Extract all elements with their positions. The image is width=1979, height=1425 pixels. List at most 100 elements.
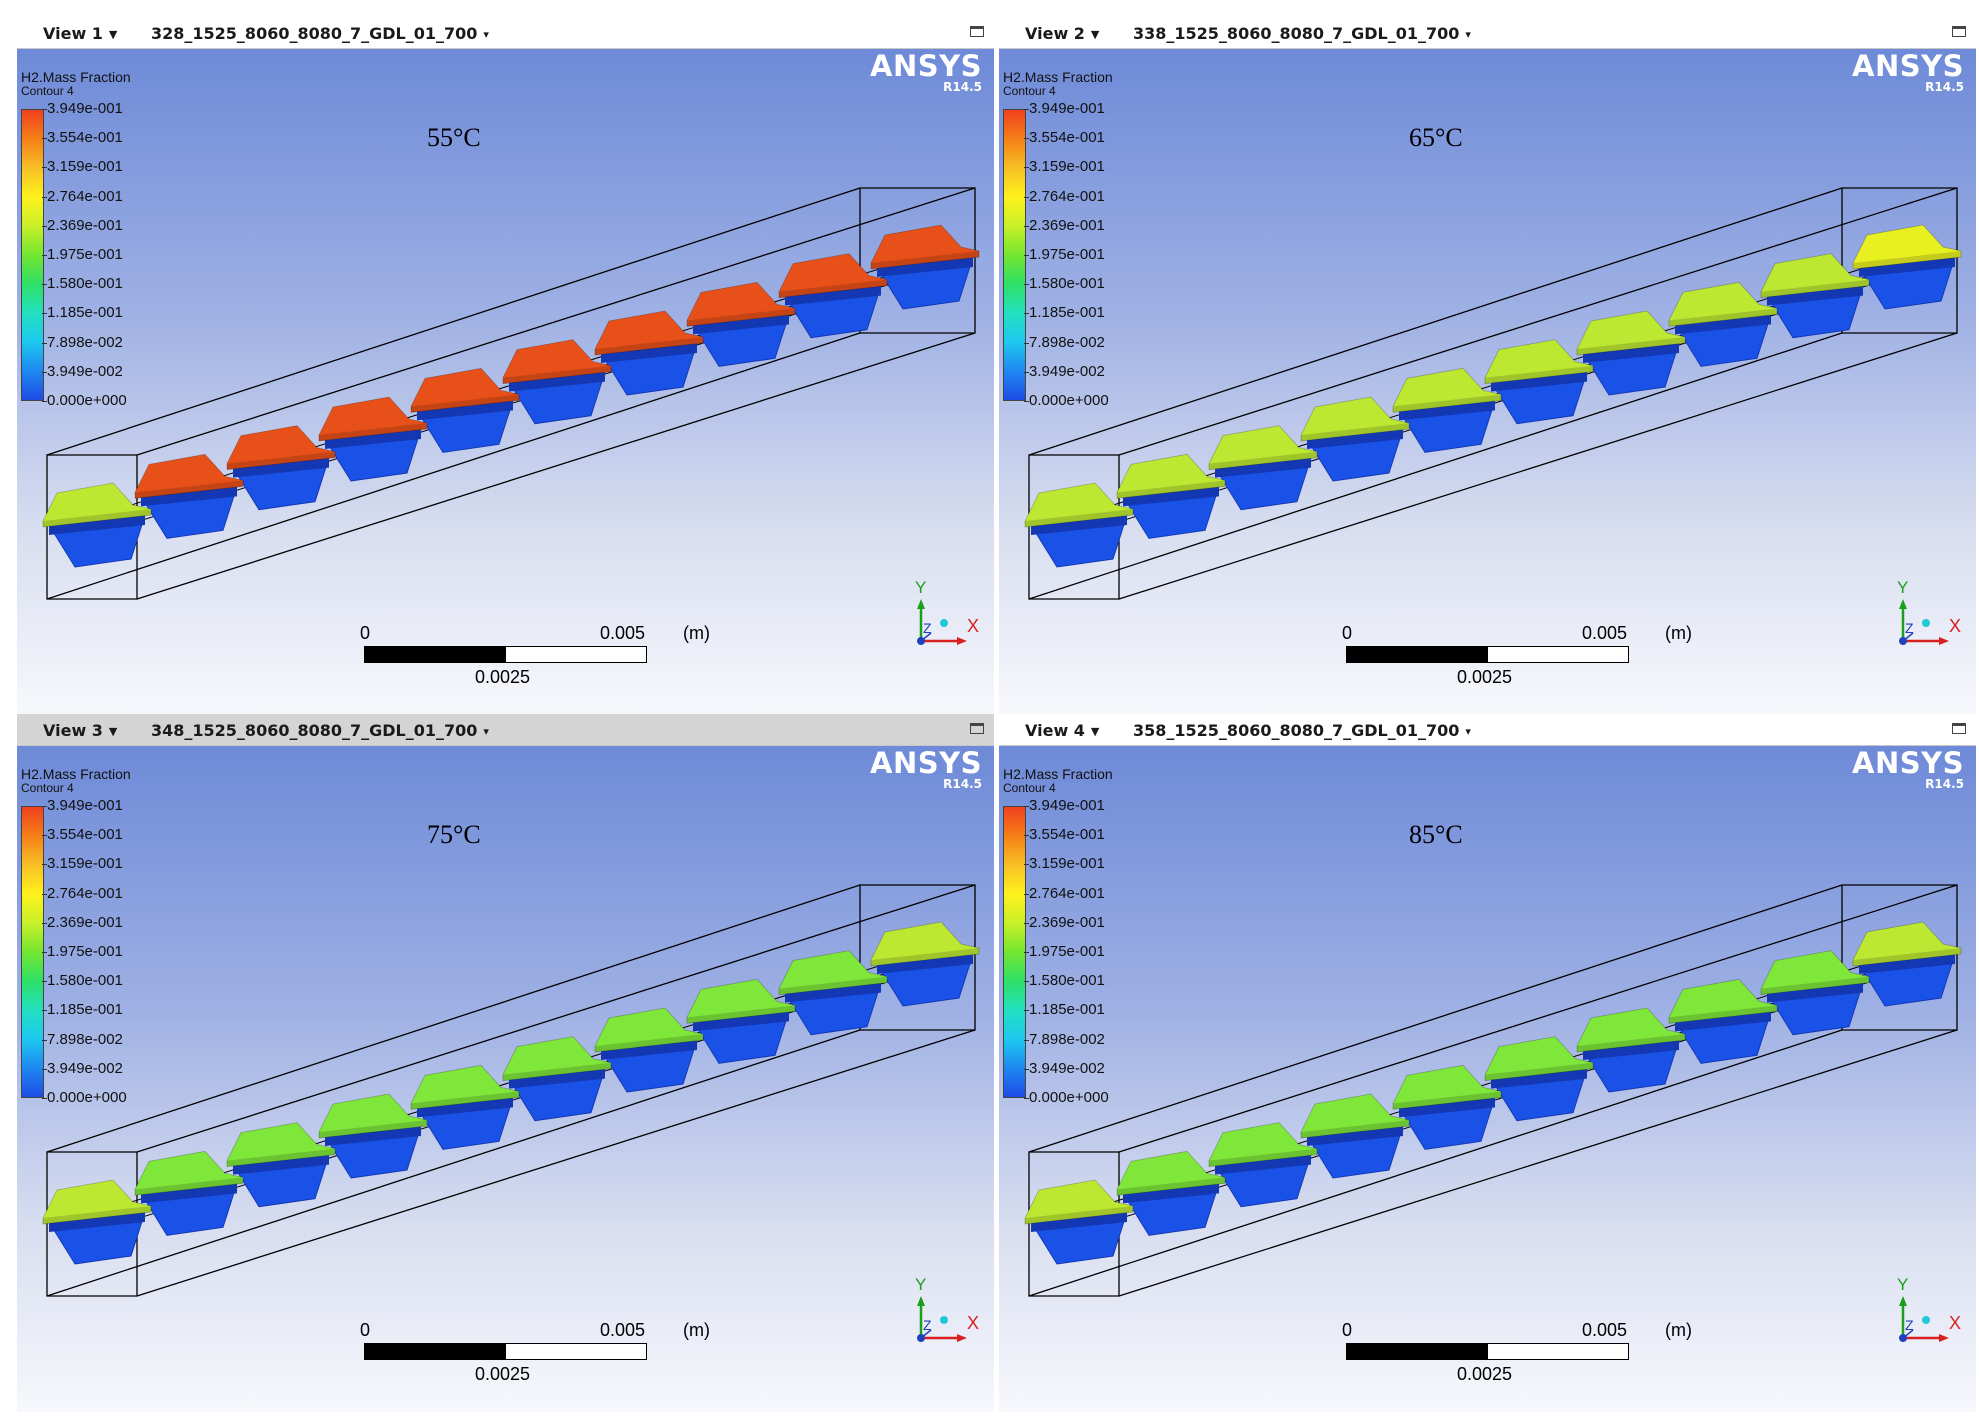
scale-bar: [364, 1343, 647, 1360]
channel-model: [42, 187, 980, 600]
temperature-label: 75°C: [427, 820, 481, 849]
axis-x-label: X: [967, 616, 979, 636]
graphics-viewport[interactable]: ANSYS R14.5 H2.Mass Fraction Contour 4 3…: [999, 746, 1976, 1412]
ridge-segment: [686, 978, 796, 1064]
view-selector[interactable]: View 1 ▼: [43, 24, 117, 43]
view-label: View 4: [1025, 721, 1085, 740]
maximize-icon[interactable]: [1952, 723, 1966, 734]
ridge-segment: [1392, 367, 1502, 453]
axis-y-label: Y: [1897, 579, 1908, 597]
ridge-segment: [1760, 950, 1870, 1036]
scale-max-label: 0.005: [600, 623, 646, 643]
channel-rail: [1068, 256, 1900, 520]
temperature-label: 85°C: [1409, 820, 1463, 849]
view-selector[interactable]: View 2 ▼: [1025, 24, 1099, 43]
legend-tick-label: 1.975e-001: [1024, 943, 1105, 960]
scale-mid-label: 0.0025: [475, 1364, 531, 1384]
legend-tick-label: 1.975e-001: [42, 246, 123, 263]
legend-tick-label: 3.159e-001: [1024, 855, 1105, 873]
viewport-panel-3[interactable]: View 3 ▼ 348_1525_8060_8080_7_GDL_01_700 ▾…: [17, 714, 994, 1412]
graphics-viewport[interactable]: ANSYS R14.5 H2.Mass Fraction Contour 4 3…: [17, 49, 994, 715]
box-edge: [46, 1029, 861, 1297]
maximize-icon[interactable]: [1952, 26, 1966, 37]
scale-bar-fill: [1347, 1344, 1488, 1359]
legend-tick-label: 2.369e-001: [1024, 216, 1105, 234]
ridge-segment: [42, 1179, 152, 1265]
axis-triad: Y Z X: [915, 1276, 979, 1342]
scale-mid-label: 0.0025: [475, 667, 531, 687]
case-selector[interactable]: 328_1525_8060_8080_7_GDL_01_700 ▾: [151, 24, 489, 43]
temperature-label: 65°C: [1409, 123, 1463, 152]
case-label: 358_1525_8060_8080_7_GDL_01_700: [1133, 721, 1460, 740]
ridge-segment: [318, 396, 428, 482]
box-edge: [136, 884, 976, 1153]
view-selector[interactable]: View 3 ▼: [43, 721, 117, 740]
ansys-brand: ANSYS: [870, 49, 982, 83]
case-selector[interactable]: 338_1525_8060_8080_7_GDL_01_700 ▾: [1133, 24, 1471, 43]
ridge-segment: [870, 224, 980, 310]
axis-y-label: Y: [915, 1276, 926, 1294]
legend-tick-label: 3.949e-002: [1024, 1059, 1105, 1077]
legend-tick-label: 0.000e+000: [1024, 392, 1109, 409]
channel-model: [1024, 884, 1962, 1297]
legend-tick-label: 1.975e-001: [42, 943, 123, 960]
ridge-segment: [226, 425, 336, 511]
case-selector[interactable]: 348_1525_8060_8080_7_GDL_01_700 ▾: [151, 721, 489, 740]
chevron-down-icon: ▾: [1465, 725, 1471, 738]
axis-y-label: Y: [1897, 1276, 1908, 1294]
ridge-segment: [410, 1064, 520, 1150]
legend-tick-label: 7.898e-002: [42, 333, 123, 351]
scale-bar: [1346, 646, 1629, 663]
ridge-segment: [1668, 978, 1778, 1064]
box-edge: [1118, 884, 1958, 1153]
scale-bar-fill: [1347, 647, 1488, 662]
case-label: 348_1525_8060_8080_7_GDL_01_700: [151, 721, 478, 740]
box-edge: [1028, 187, 1843, 456]
scale-bar: [364, 646, 647, 663]
ansys-brand: ANSYS: [870, 746, 982, 780]
channel-model: [1024, 187, 1962, 600]
chevron-down-icon: ▼: [108, 28, 118, 41]
ridge-segment: [1024, 1179, 1134, 1265]
viewport-header: View 2 ▼ 338_1525_8060_8080_7_GDL_01_700 ▾: [999, 17, 1976, 49]
maximize-icon[interactable]: [970, 723, 984, 734]
ridge-segment: [778, 253, 888, 339]
legend-tick-label: 3.554e-001: [42, 129, 123, 147]
ridge-segment: [502, 339, 612, 425]
ansys-logo: ANSYS R14.5: [870, 748, 982, 790]
box-edge: [1118, 332, 1958, 600]
box-edge: [1028, 1029, 1843, 1297]
viewport-panel-1[interactable]: View 1 ▼ 328_1525_8060_8080_7_GDL_01_700 ▾…: [17, 17, 994, 715]
legend-tick-label: 3.949e-002: [1024, 362, 1105, 380]
box-edge: [1028, 332, 1843, 600]
ridge-segment: [1208, 425, 1318, 511]
graphics-viewport[interactable]: ANSYS R14.5 H2.Mass Fraction Contour 4 3…: [17, 746, 994, 1412]
ridge-segment: [778, 950, 888, 1036]
maximize-icon[interactable]: [970, 26, 984, 37]
viewport-panel-4[interactable]: View 4 ▼ 358_1525_8060_8080_7_GDL_01_700 ▾…: [999, 714, 1976, 1412]
case-selector[interactable]: 358_1525_8060_8080_7_GDL_01_700 ▾: [1133, 721, 1471, 740]
ridge-segment: [134, 1150, 244, 1236]
case-label: 328_1525_8060_8080_7_GDL_01_700: [151, 24, 478, 43]
graphics-viewport[interactable]: ANSYS R14.5 H2.Mass Fraction Contour 4 3…: [999, 49, 1976, 715]
box-edge: [136, 332, 976, 600]
viewport-panel-2[interactable]: View 2 ▼ 338_1525_8060_8080_7_GDL_01_700 ▾…: [999, 17, 1976, 715]
box-edge: [46, 884, 861, 1153]
ridge-segment: [1208, 1122, 1318, 1208]
ridge-segment: [1484, 1036, 1594, 1122]
ridge-segment: [686, 281, 796, 367]
ridge-segment: [1852, 224, 1962, 310]
box-edge: [136, 187, 976, 456]
chevron-down-icon: ▼: [108, 725, 118, 738]
case-label: 338_1525_8060_8080_7_GDL_01_700: [1133, 24, 1460, 43]
legend-tick-label: 3.554e-001: [1024, 826, 1105, 844]
ridge-segment: [134, 453, 244, 539]
legend-tick-label: 0.000e+000: [42, 1089, 127, 1106]
view-selector[interactable]: View 4 ▼: [1025, 721, 1099, 740]
axis-x-label: X: [967, 1313, 979, 1333]
legend-tick-label: 3.949e-002: [42, 362, 123, 380]
legend-tick-label: 1.580e-001: [42, 972, 123, 990]
box-edge: [46, 187, 861, 456]
legend-tick-label: 7.898e-002: [1024, 333, 1105, 351]
ridge-segment: [1760, 253, 1870, 339]
